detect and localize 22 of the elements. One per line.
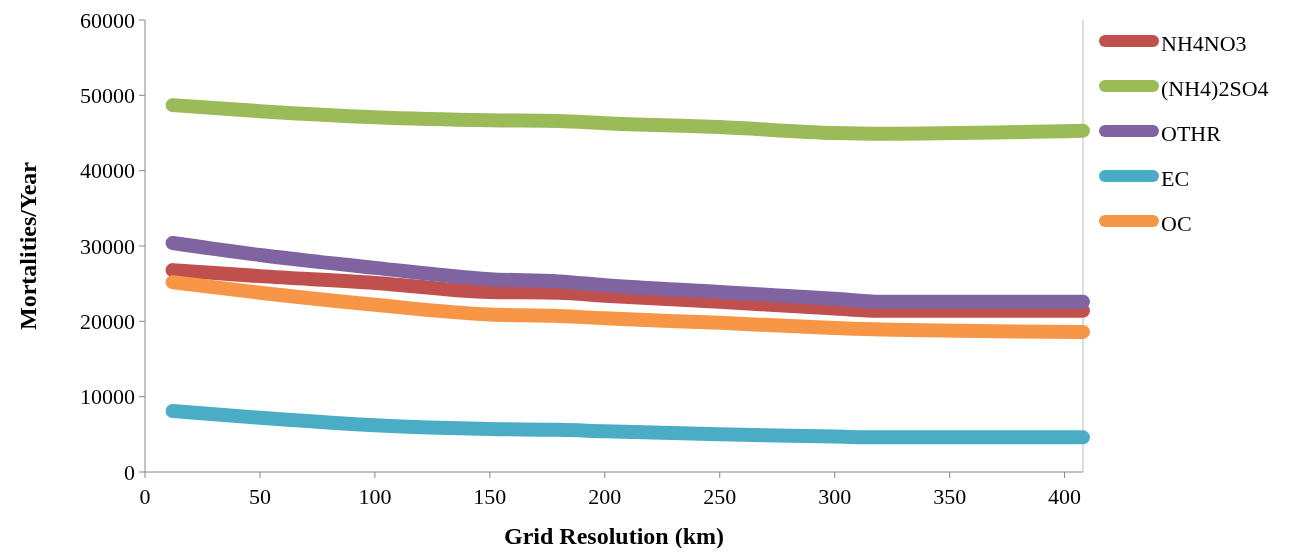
y-tick-label: 40000 (80, 158, 135, 184)
x-tick-label: 100 (358, 484, 392, 509)
x-tick-label: 250 (703, 484, 737, 509)
y-tick-label: 50000 (80, 83, 135, 109)
legend-label: OC (1161, 211, 1192, 236)
y-tick-label: 60000 (80, 7, 135, 33)
x-tick-label: 50 (248, 484, 271, 509)
legend-label: (NH4)2SO4 (1161, 76, 1269, 101)
y-axis-title: Mortalities/Year (15, 161, 41, 330)
y-tick-label: 20000 (80, 309, 135, 335)
x-tick-label: 400 (1048, 484, 1082, 509)
x-tick-label: 150 (473, 484, 507, 509)
y-tick-label: 10000 (80, 384, 135, 410)
x-tick-label: 200 (588, 484, 622, 509)
legend-label: NH4NO3 (1161, 31, 1247, 56)
x-tick-label: 300 (818, 484, 852, 509)
x-tick-label: 0 (139, 484, 151, 509)
y-tick-label: 0 (124, 459, 135, 485)
y-tick-label: 30000 (80, 233, 135, 259)
legend-label: EC (1161, 166, 1190, 191)
x-tick-label: 350 (933, 484, 967, 509)
legend-label: OTHR (1161, 121, 1222, 146)
